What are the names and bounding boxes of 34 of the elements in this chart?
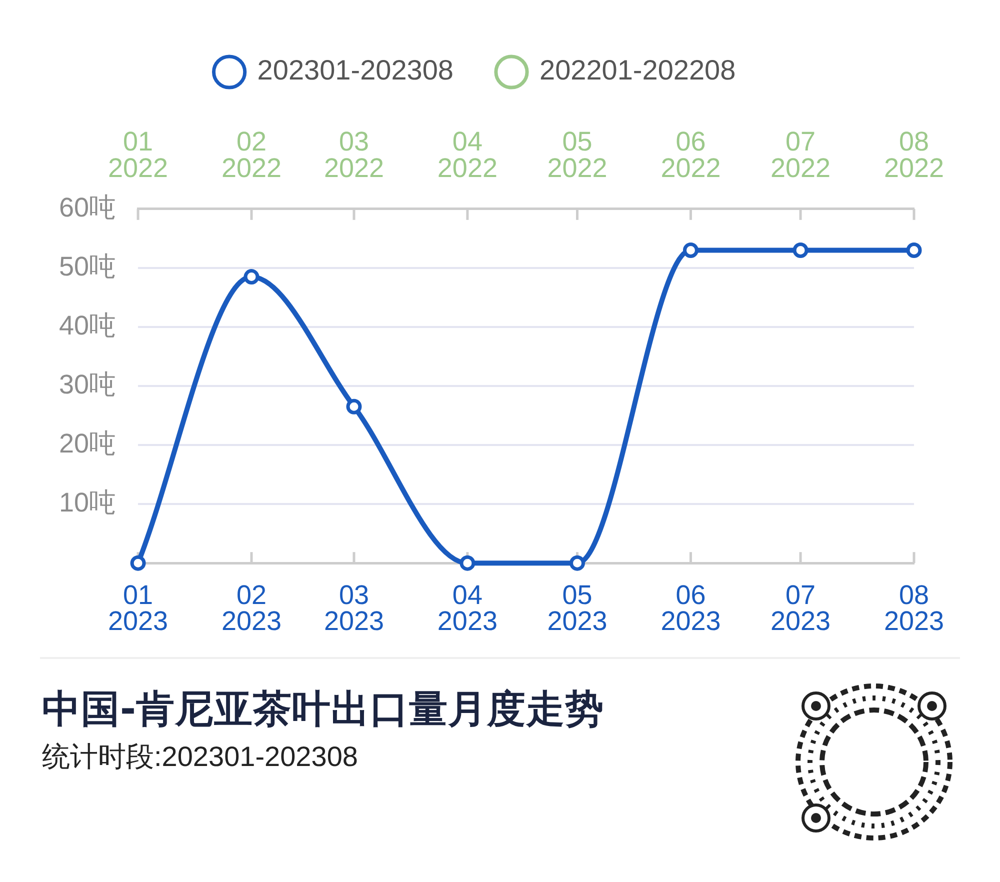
y-tick-label: 20吨	[58, 428, 116, 458]
x2-tick-label: 03 2022	[324, 126, 384, 184]
point	[244, 269, 260, 285]
legend-label: 202201-202208	[540, 54, 736, 86]
text: 中国-肯尼亚茶叶出口量月度走势	[42, 687, 604, 733]
point	[792, 242, 808, 258]
x2-tick-label: 02 2022	[221, 126, 282, 184]
y-tick-label: 50吨	[58, 251, 116, 282]
x2-tick-label: 06 2022	[660, 126, 721, 184]
x-tick-label: 05 2023	[547, 580, 608, 636]
point	[682, 242, 698, 258]
y-tick-label: 60吨	[58, 192, 116, 222]
x-tick-label: 02 2023	[221, 580, 282, 636]
text: 统计时段:202301-202308	[42, 740, 358, 774]
x2-tick-label: 04 2022	[437, 126, 498, 184]
x2-tick-label: 07 2022	[770, 126, 831, 184]
x-tick-label: 01 2023	[108, 580, 168, 636]
point	[130, 555, 146, 571]
x2-tick-label: 01 2022	[108, 126, 168, 184]
x-tick-label: 06 2023	[660, 580, 721, 636]
point	[346, 398, 362, 414]
x2-tick-label: 05 2022	[547, 126, 608, 184]
y-tick-label: 40吨	[58, 310, 116, 340]
x-tick-label: 08 2023	[884, 580, 944, 636]
x-tick-label: 04 2023	[437, 580, 498, 636]
point	[906, 242, 922, 258]
point	[460, 555, 476, 571]
y-tick-label: 30吨	[58, 369, 116, 400]
x-tick-label: 07 2023	[770, 580, 831, 636]
x-tick-label: 03 2023	[324, 580, 384, 636]
y-tick-label: 10吨	[58, 488, 116, 518]
legend-label: 202301-202308	[257, 54, 454, 86]
point	[570, 555, 586, 571]
x2-tick-label: 08 2022	[884, 126, 944, 184]
